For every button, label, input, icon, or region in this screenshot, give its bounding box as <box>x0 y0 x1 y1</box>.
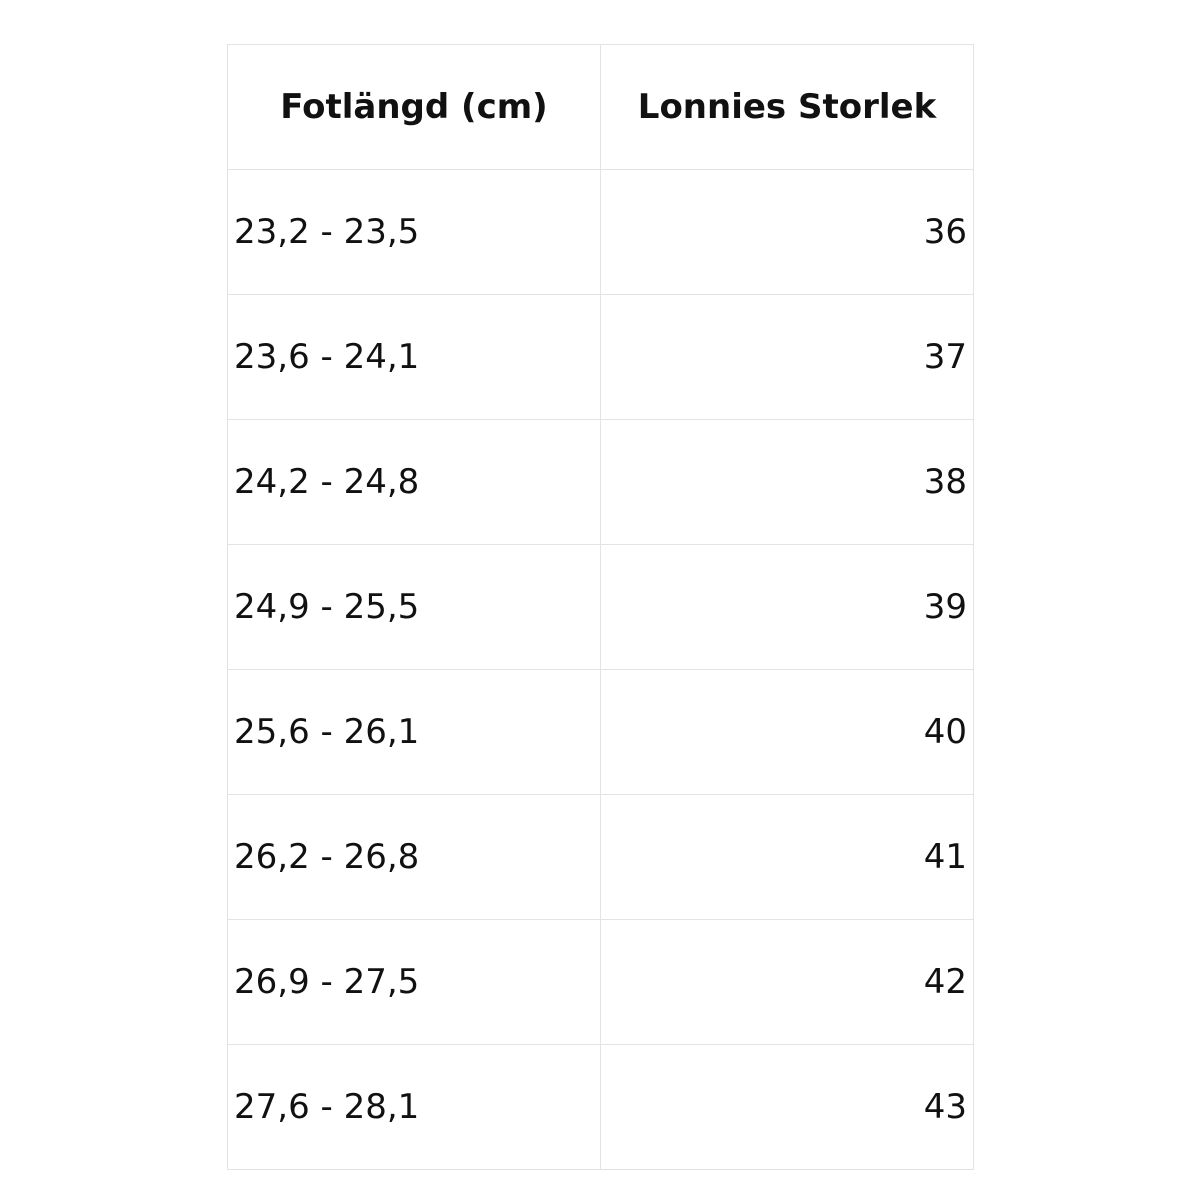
table-body: 23,2 - 23,5 36 23,6 - 24,1 37 24,2 - 24,8 38 2… <box>227 169 974 1170</box>
size-cell: 36 <box>600 169 974 295</box>
foot-length-cell: 24,9 - 25,5 <box>227 544 601 670</box>
table-row: 27,6 - 28,1 43 <box>227 1044 974 1170</box>
foot-length-cell: 26,2 - 26,8 <box>227 794 601 920</box>
size-cell: 39 <box>600 544 974 670</box>
header-cell: Fotlängd (cm) <box>227 44 601 170</box>
foot-length-cell: 24,2 - 24,8 <box>227 419 601 545</box>
foot-length-cell: 23,2 - 23,5 <box>227 169 601 295</box>
header-cell: Lonnies Storlek <box>600 44 974 170</box>
table-row: 23,6 - 24,1 37 <box>227 294 974 420</box>
foot-length-cell: 27,6 - 28,1 <box>227 1044 601 1170</box>
table-row: 24,2 - 24,8 38 <box>227 419 974 545</box>
table-row: 25,6 - 26,1 40 <box>227 669 974 795</box>
size-cell: 43 <box>600 1044 974 1170</box>
table-row: 26,9 - 27,5 42 <box>227 919 974 1045</box>
size-cell: 42 <box>600 919 974 1045</box>
size-cell: 37 <box>600 294 974 420</box>
foot-length-cell: 26,9 - 27,5 <box>227 919 601 1045</box>
size-cell: 38 <box>600 419 974 545</box>
size-cell: 40 <box>600 669 974 795</box>
size-cell: 41 <box>600 794 974 920</box>
foot-length-cell: 25,6 - 26,1 <box>227 669 601 795</box>
table-row: 26,2 - 26,8 41 <box>227 794 974 920</box>
header-row: Fotlängd (cm) Lonnies Storlek <box>227 44 974 170</box>
table-row: 24,9 - 25,5 39 <box>227 544 974 670</box>
foot-length-cell: 23,6 - 24,1 <box>227 294 601 420</box>
table-row: 23,2 - 23,5 36 <box>227 169 974 295</box>
size-table: Fotlängd (cm) Lonnies Storlek 23,2 - 23,… <box>227 44 974 1170</box>
